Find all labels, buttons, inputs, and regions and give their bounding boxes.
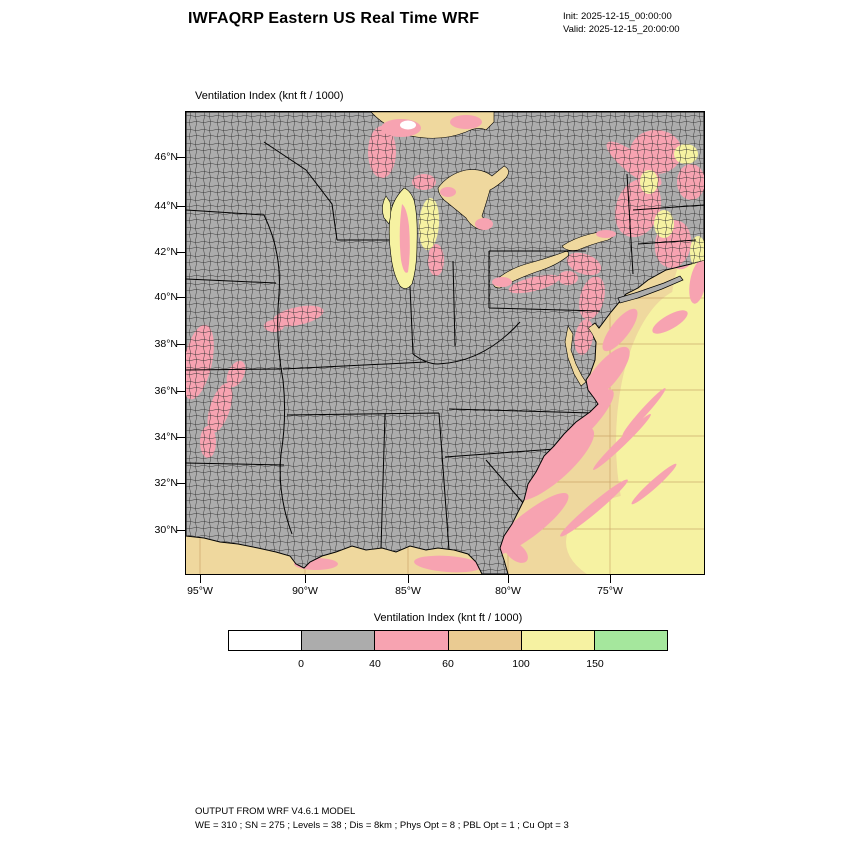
lat-label: 38°N [154, 338, 178, 350]
ventilation-index-map [185, 111, 766, 597]
state-borders [186, 141, 704, 551]
lat-tick [177, 344, 185, 346]
lat-label: 32°N [154, 477, 178, 489]
footer-config-line: WE = 310 ; SN = 275 ; Levels = 38 ; Dis … [195, 819, 569, 831]
colorbar-title: Ventilation Index (knt ft / 1000) [373, 612, 523, 624]
lake-huron [437, 165, 509, 231]
page-title: IWFAQRP Eastern US Real Time WRF [188, 10, 480, 27]
colorbar [228, 630, 669, 651]
footer-model-line: OUTPUT FROM WRF V4.6.1 MODEL [195, 806, 356, 817]
lon-tick [508, 575, 510, 583]
lat-label: 44°N [154, 200, 178, 212]
lon-label: 85°W [395, 585, 421, 597]
lon-tick [610, 575, 612, 583]
colorbar-tick-label: 40 [369, 658, 381, 670]
lat-tick [177, 157, 185, 159]
colorbar-segment [374, 630, 449, 651]
lat-label: 40°N [154, 291, 178, 303]
lat-tick [177, 391, 185, 393]
colorbar-segment [593, 630, 669, 651]
lat-label: 30°N [154, 524, 178, 536]
lat-tick [177, 483, 185, 485]
colorbar-segment [520, 630, 595, 651]
lon-tick [200, 575, 202, 583]
lat-label: 34°N [154, 431, 178, 443]
lon-tick [408, 575, 410, 583]
lat-tick [177, 437, 185, 439]
lat-tick [177, 297, 185, 299]
lat-label: 46°N [154, 151, 178, 163]
colorbar-segment [301, 630, 376, 651]
lat-tick [177, 530, 185, 532]
colorbar-tick-label: 0 [298, 658, 304, 670]
lon-label: 95°W [187, 585, 213, 597]
run-timestamps: Init: 2025-12-15_00:00:00 Valid: 2025-12… [563, 10, 680, 36]
long-island [617, 275, 684, 304]
lat-tick [177, 252, 185, 254]
great-lakes [370, 111, 616, 387]
plot-title: Ventilation Index (knt ft / 1000) [195, 90, 344, 102]
low-vi-white-spot [400, 120, 416, 130]
colorbar-segment [228, 630, 303, 651]
init-timestamp: Init: 2025-12-15_00:00:00 [563, 11, 672, 22]
lon-label: 80°W [495, 585, 521, 597]
map-frame [185, 111, 766, 597]
colorbar-segment [447, 630, 522, 651]
lon-label: 75°W [597, 585, 623, 597]
colorbar-tick-label: 150 [586, 658, 604, 670]
model-footer: OUTPUT FROM WRF V4.6.1 MODEL WE = 310 ; … [195, 805, 569, 832]
chesapeake-bay [564, 325, 587, 387]
lon-tick [305, 575, 307, 583]
lat-label: 42°N [154, 246, 178, 258]
lake-erie [493, 251, 569, 289]
valid-timestamp: Valid: 2025-12-15_20:00:00 [563, 24, 680, 35]
lat-label: 36°N [154, 385, 178, 397]
lon-label: 90°W [292, 585, 318, 597]
lat-tick [177, 206, 185, 208]
colorbar-tick-label: 60 [442, 658, 454, 670]
colorbar-tick-label: 100 [512, 658, 530, 670]
green-bay [382, 195, 392, 225]
